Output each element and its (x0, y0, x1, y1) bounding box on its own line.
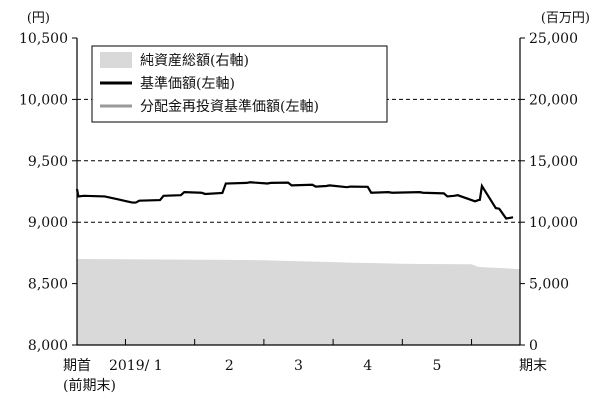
legend-label: 分配金再投資基準価額(左軸) (140, 98, 319, 115)
plot-frame (76, 38, 521, 346)
series-line-1 (75, 181, 514, 220)
axis-ticks (72, 37, 525, 346)
left-tick-label: 10,000 (19, 92, 68, 108)
x-tick-sublabel: (前期末) (63, 377, 116, 394)
left-tick-label: 8,000 (28, 338, 68, 354)
legend: 純資産総額(右軸) 基準価額(左軸) 分配金再投資基準価額(左軸) (91, 45, 388, 123)
left-tick-label: 9,500 (28, 154, 68, 170)
left-axis-labels: 8,000 8,500 9,000 9,500 10,000 10,500 (19, 31, 68, 354)
x-tick-label: 期末 (519, 358, 547, 374)
x-tick-label: 5 (432, 358, 441, 374)
right-tick-label: 0 (529, 338, 538, 354)
right-tick-label: 15,000 (529, 154, 578, 170)
left-tick-label: 8,500 (28, 277, 68, 293)
x-tick-label: 2019/ 1 (109, 358, 163, 374)
left-axis-unit: (円) (27, 11, 50, 26)
right-axis-labels: 0 5,000 10,000 15,000 20,000 25,000 (529, 31, 578, 354)
right-tick-label: 5,000 (529, 277, 569, 293)
x-tick-label: 2 (225, 358, 234, 374)
left-tick-label: 10,500 (19, 31, 68, 47)
right-tick-label: 20,000 (529, 92, 578, 108)
x-axis-labels: 期首 (前期末) 2019/ 1 2 3 4 5 期末 (63, 358, 547, 394)
x-tick-label: 期首 (63, 358, 91, 374)
line-series (75, 181, 514, 220)
x-tick-label: 4 (363, 358, 372, 374)
right-tick-label: 25,000 (529, 31, 578, 47)
right-tick-label: 10,000 (529, 215, 578, 231)
right-axis-unit: (百万円) (541, 11, 590, 26)
legend-label: 基準価額(左軸) (140, 75, 235, 92)
legend-swatch-area (100, 52, 132, 68)
series-area-0 (77, 259, 520, 345)
x-tick-label: 3 (294, 358, 303, 374)
area-series (77, 259, 520, 345)
legend-label: 純資産総額(右軸) (140, 53, 249, 69)
left-tick-label: 9,000 (28, 215, 68, 231)
legend-box (91, 45, 388, 123)
